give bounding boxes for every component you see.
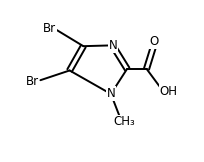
Text: N: N <box>107 87 116 100</box>
Text: OH: OH <box>159 85 177 98</box>
Text: O: O <box>149 35 159 48</box>
Text: CH₃: CH₃ <box>114 115 135 128</box>
Text: Br: Br <box>26 75 39 88</box>
Text: Br: Br <box>43 22 56 35</box>
Text: N: N <box>109 39 117 52</box>
